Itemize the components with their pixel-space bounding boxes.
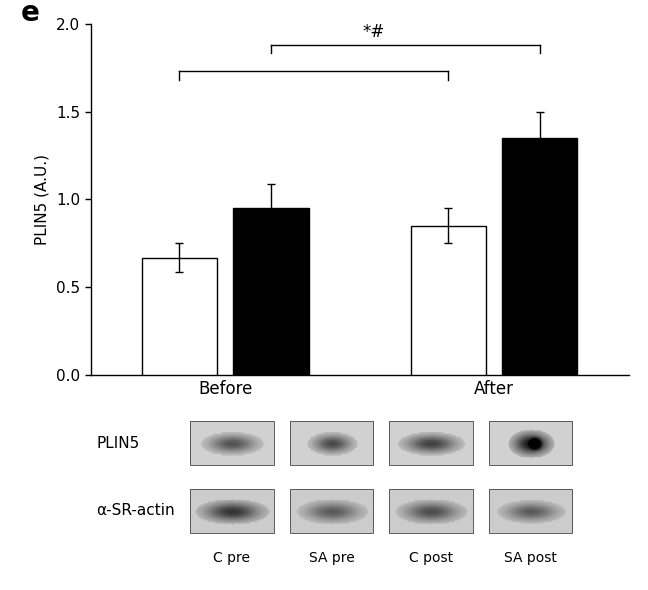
Bar bbox=[489, 421, 572, 465]
Bar bbox=[191, 421, 273, 465]
Text: C pre: C pre bbox=[213, 551, 250, 565]
Bar bbox=[191, 489, 273, 533]
Text: *#: *# bbox=[362, 23, 384, 41]
Bar bbox=[290, 421, 373, 465]
Bar bbox=[411, 226, 486, 375]
Bar bbox=[233, 208, 308, 375]
Text: SA pre: SA pre bbox=[308, 551, 354, 565]
Bar bbox=[142, 257, 217, 375]
Text: SA post: SA post bbox=[504, 551, 557, 565]
Text: C post: C post bbox=[409, 551, 453, 565]
Bar bbox=[489, 489, 572, 533]
Text: e: e bbox=[21, 0, 40, 27]
Bar bbox=[389, 489, 472, 533]
Text: α-SR-actin: α-SR-actin bbox=[96, 503, 175, 518]
Bar bbox=[502, 138, 577, 375]
Bar bbox=[389, 421, 472, 465]
Y-axis label: PLIN5 (A.U.): PLIN5 (A.U.) bbox=[34, 154, 49, 245]
Bar bbox=[290, 489, 373, 533]
Text: PLIN5: PLIN5 bbox=[96, 435, 139, 451]
